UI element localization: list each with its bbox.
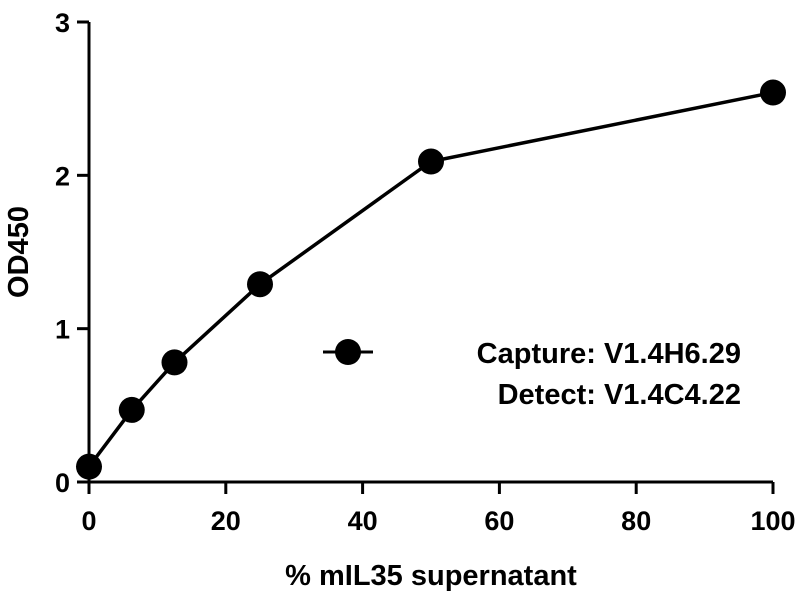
series-layer — [76, 79, 786, 480]
data-point — [76, 453, 102, 480]
y-tick-label: 2 — [55, 161, 70, 191]
x-tick-label: 0 — [81, 506, 96, 536]
x-tick-label: 80 — [621, 506, 651, 536]
x-axis-title: % mIL35 supernatant — [285, 560, 577, 592]
data-point — [161, 349, 188, 376]
data-point — [118, 396, 145, 423]
legend-label-capture: Capture: V1.4H6.29 — [477, 338, 741, 370]
x-tick-label: 60 — [484, 506, 514, 536]
legend-label-detect: Detect: V1.4C4.22 — [498, 379, 741, 411]
y-ticks: 0 1 2 3 — [55, 8, 89, 498]
legend-marker — [335, 339, 361, 365]
data-point — [760, 79, 786, 106]
data-point — [247, 271, 273, 298]
x-tick-label: 100 — [750, 506, 795, 536]
x-ticks: 0 20 40 60 80 100 — [81, 482, 796, 536]
y-axis-title: OD450 — [3, 206, 35, 298]
y-tick-label: 3 — [55, 8, 70, 38]
y-tick-label: 1 — [55, 315, 70, 345]
axes — [87, 22, 773, 484]
legend: Capture: V1.4H6.29 Detect: V1.4C4.22 — [323, 338, 741, 411]
x-tick-label: 40 — [348, 506, 378, 536]
y-tick-label: 0 — [55, 468, 70, 498]
data-point — [418, 148, 444, 175]
x-tick-label: 20 — [211, 506, 241, 536]
